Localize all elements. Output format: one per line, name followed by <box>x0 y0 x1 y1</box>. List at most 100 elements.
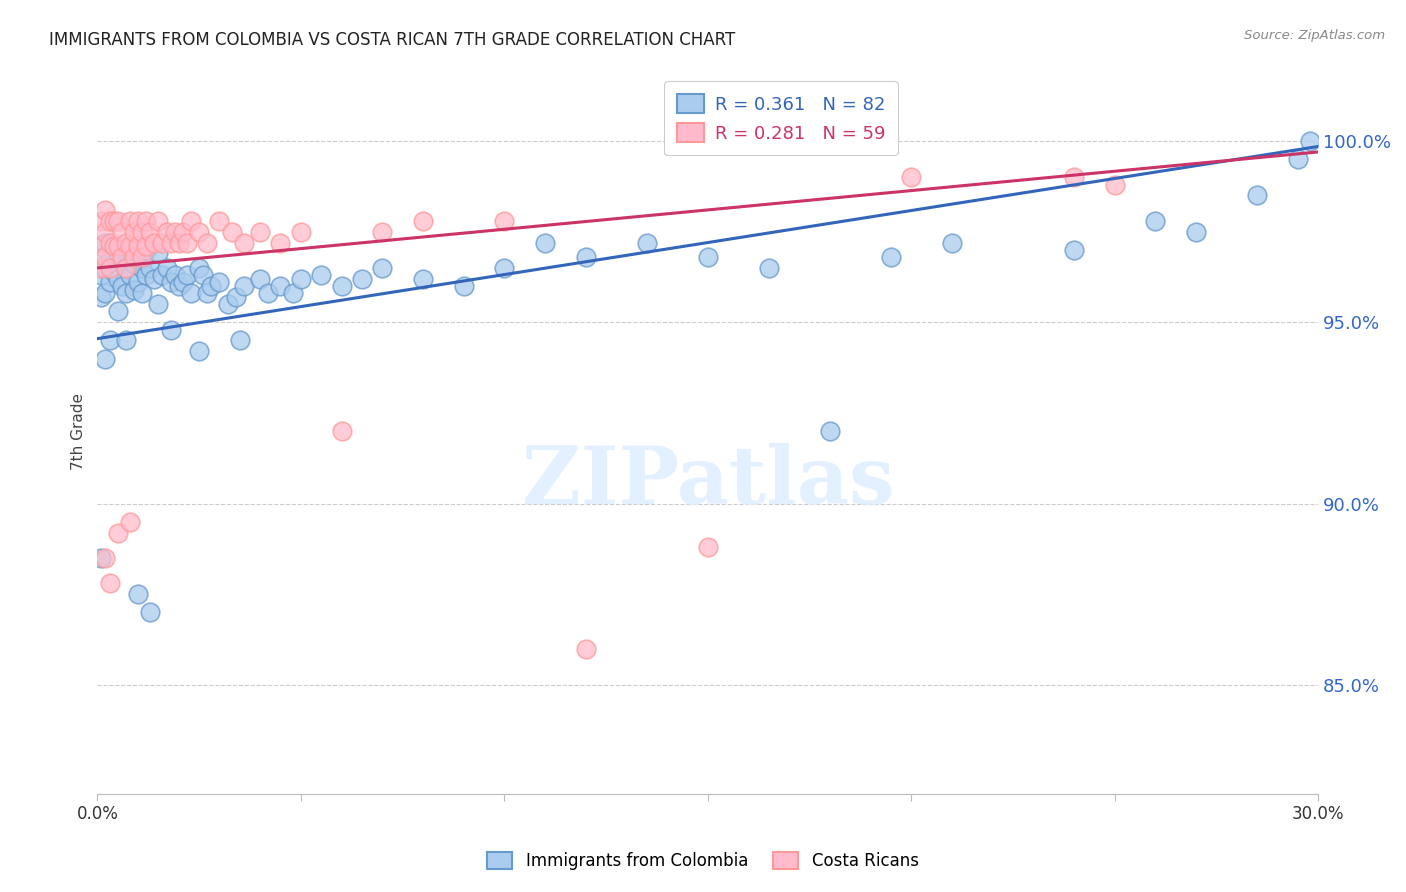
Point <box>163 225 186 239</box>
Point <box>232 279 254 293</box>
Point <box>114 235 136 250</box>
Point <box>155 260 177 275</box>
Point <box>127 250 149 264</box>
Point <box>696 250 718 264</box>
Point <box>107 304 129 318</box>
Point <box>127 587 149 601</box>
Point <box>159 276 181 290</box>
Point <box>575 641 598 656</box>
Point <box>107 272 129 286</box>
Point <box>114 260 136 275</box>
Point <box>98 276 121 290</box>
Point <box>131 286 153 301</box>
Point <box>575 250 598 264</box>
Y-axis label: 7th Grade: 7th Grade <box>72 392 86 469</box>
Text: Source: ZipAtlas.com: Source: ZipAtlas.com <box>1244 29 1385 42</box>
Point <box>111 279 134 293</box>
Point <box>127 239 149 253</box>
Point <box>371 260 394 275</box>
Legend: Immigrants from Colombia, Costa Ricans: Immigrants from Colombia, Costa Ricans <box>481 845 925 877</box>
Point <box>176 235 198 250</box>
Point <box>1063 243 1085 257</box>
Point <box>98 250 121 264</box>
Point <box>534 235 557 250</box>
Point <box>208 276 231 290</box>
Point <box>103 214 125 228</box>
Point <box>1286 152 1309 166</box>
Point <box>135 268 157 283</box>
Point <box>139 606 162 620</box>
Point <box>148 214 170 228</box>
Point <box>221 225 243 239</box>
Point <box>94 351 117 366</box>
Point <box>90 290 112 304</box>
Point <box>758 260 780 275</box>
Point <box>103 264 125 278</box>
Point <box>94 202 117 217</box>
Point <box>229 334 252 348</box>
Point <box>200 279 222 293</box>
Point <box>152 235 174 250</box>
Point <box>159 322 181 336</box>
Point <box>131 250 153 264</box>
Point <box>114 260 136 275</box>
Point <box>98 235 121 250</box>
Point <box>180 214 202 228</box>
Point <box>94 235 117 250</box>
Point <box>114 286 136 301</box>
Point <box>94 225 117 239</box>
Point <box>103 239 125 253</box>
Point <box>148 246 170 260</box>
Point <box>269 279 291 293</box>
Point <box>257 286 280 301</box>
Point <box>118 239 141 253</box>
Point <box>143 272 166 286</box>
Point <box>98 260 121 275</box>
Point <box>114 334 136 348</box>
Point <box>90 260 112 275</box>
Point <box>167 235 190 250</box>
Point <box>636 235 658 250</box>
Point <box>111 253 134 268</box>
Point <box>118 515 141 529</box>
Point <box>122 225 145 239</box>
Point <box>412 272 434 286</box>
Point <box>371 225 394 239</box>
Point <box>148 297 170 311</box>
Point <box>188 260 211 275</box>
Point <box>900 170 922 185</box>
Point <box>152 268 174 283</box>
Point <box>1246 188 1268 202</box>
Point <box>188 344 211 359</box>
Point <box>188 225 211 239</box>
Point <box>139 225 162 239</box>
Point <box>94 551 117 566</box>
Point <box>98 576 121 591</box>
Point <box>412 214 434 228</box>
Point <box>290 225 312 239</box>
Point <box>696 540 718 554</box>
Point <box>494 260 516 275</box>
Point <box>94 286 117 301</box>
Point <box>195 286 218 301</box>
Point <box>225 290 247 304</box>
Point <box>269 235 291 250</box>
Point <box>281 286 304 301</box>
Point <box>107 239 129 253</box>
Point <box>1299 134 1322 148</box>
Point <box>90 214 112 228</box>
Point <box>249 225 271 239</box>
Point <box>107 214 129 228</box>
Point <box>1144 214 1167 228</box>
Point <box>1104 178 1126 192</box>
Point <box>1185 225 1208 239</box>
Point <box>90 239 112 253</box>
Point <box>172 276 194 290</box>
Text: ZIPatlas: ZIPatlas <box>522 442 894 521</box>
Point <box>309 268 332 283</box>
Point <box>880 250 903 264</box>
Point <box>111 250 134 264</box>
Point <box>494 214 516 228</box>
Point <box>135 239 157 253</box>
Point <box>90 551 112 566</box>
